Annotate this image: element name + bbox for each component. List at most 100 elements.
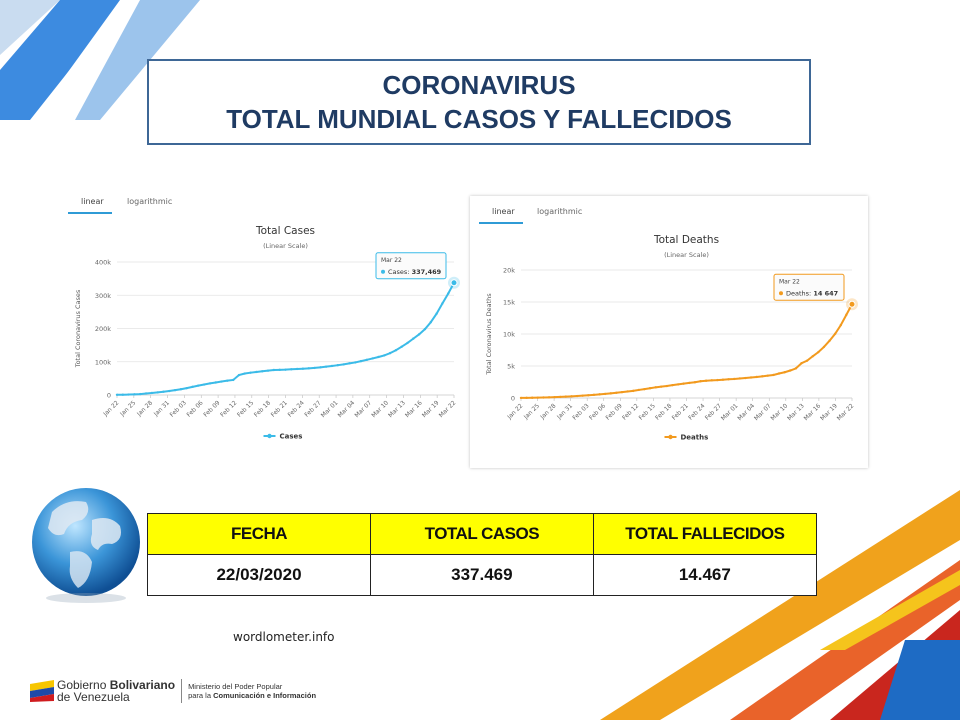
deco-stripe-bottom-right-4 <box>880 640 960 720</box>
x-tick-label: Feb 18 <box>654 402 673 421</box>
tooltip-marker <box>779 291 783 296</box>
x-tick-label: Feb 24 <box>687 402 706 421</box>
x-tick-label: Feb 03 <box>169 399 188 418</box>
x-tick-label: Mar 22 <box>438 399 458 419</box>
data-point <box>637 388 641 392</box>
data-point <box>377 355 380 359</box>
header-fecha: FECHA <box>146 513 372 555</box>
x-tick-label: Mar 07 <box>353 399 373 419</box>
legend-marker <box>267 433 272 439</box>
cases-chart: Total Cases (Linear Scale) 0 100k 200k 300k 40… <box>74 225 460 441</box>
x-tick-label: Jan 31 <box>152 399 171 418</box>
gov-name-plain: Gobierno <box>57 678 110 692</box>
data-point <box>417 333 421 336</box>
data-point <box>839 323 842 327</box>
deco-stripe-bottom-right-5 <box>820 570 960 650</box>
data-point <box>783 371 786 374</box>
x-tick-label: Jan 28 <box>135 399 154 418</box>
data-point <box>654 386 657 389</box>
data-point <box>531 396 534 399</box>
data-point <box>660 385 663 388</box>
legend-label: Deaths <box>681 434 709 442</box>
data-point <box>348 362 351 365</box>
data-point <box>272 368 276 372</box>
data-point <box>553 395 556 399</box>
globe-icon <box>32 488 140 603</box>
tab-logarithmic[interactable]: logarithmic <box>537 207 583 216</box>
ministry-line2-bold: Comunicación e Información <box>213 691 317 700</box>
data-point <box>704 379 708 382</box>
data-point <box>676 383 680 386</box>
data-point <box>727 378 730 381</box>
tooltip-label: Cases: <box>388 268 412 276</box>
data-point <box>133 393 136 396</box>
ministry-line2-plain: para la <box>188 691 214 700</box>
x-tick-label: Feb 21 <box>270 399 289 418</box>
data-point <box>693 381 697 384</box>
chart-subtitle: (Linear Scale) <box>263 242 308 250</box>
tab-linear[interactable]: linear <box>492 207 515 216</box>
series-line <box>520 303 853 399</box>
cases-chart-panel: linear logarithmic Total Cases (Linear Sc… <box>62 186 468 458</box>
data-point <box>761 375 764 378</box>
cell-total-fallecidos: 14.467 <box>592 554 818 596</box>
data-point <box>603 392 607 396</box>
x-tick-label: Jan 22 <box>101 399 120 418</box>
data-point <box>168 389 171 393</box>
data-point <box>115 393 119 397</box>
data-point <box>249 371 252 374</box>
chart-title: Total Cases <box>255 225 315 237</box>
gov-name-line2: de Venezuela <box>57 690 130 704</box>
x-tick-label: Mar 16 <box>803 402 823 422</box>
data-point <box>214 381 217 384</box>
data-point <box>412 337 415 340</box>
x-tick-label: Mar 01 <box>320 399 340 419</box>
tab-logarithmic[interactable]: logarithmic <box>127 197 173 206</box>
cell-fecha: 22/03/2020 <box>146 554 372 596</box>
data-point <box>173 388 177 392</box>
deco-stripe-top-left-3 <box>75 0 200 120</box>
data-point <box>220 380 223 383</box>
data-point <box>570 395 573 398</box>
deco-stripe-top-left-2 <box>0 0 125 120</box>
ministry-line1: Ministerio del Poder Popular <box>188 682 283 691</box>
slide-title-line1: CORONAVIRUS <box>382 70 576 100</box>
x-tick-label: Mar 04 <box>736 402 756 422</box>
data-point <box>755 375 758 379</box>
y-tick-label: 0 <box>511 395 515 403</box>
data-point <box>811 355 814 358</box>
data-point <box>688 381 691 385</box>
y-tick-label: 20k <box>503 267 515 275</box>
x-tick-label: Mar 19 <box>819 402 839 422</box>
data-point <box>665 384 669 388</box>
x-tick-label: Feb 27 <box>303 399 322 418</box>
tooltip-date: Mar 22 <box>381 257 402 264</box>
y-tick-label: 100k <box>95 358 111 366</box>
data-point <box>336 363 339 367</box>
tab-linear[interactable]: linear <box>81 197 104 206</box>
data-point <box>749 376 753 379</box>
tooltip-text: Cases: 337,469 <box>388 268 442 276</box>
data-point <box>732 377 736 381</box>
x-tick-label: Jan 28 <box>539 402 558 421</box>
data-point <box>833 332 837 336</box>
data-point <box>744 376 747 380</box>
x-tick-label: Feb 06 <box>185 399 204 418</box>
chart-subtitle: (Linear Scale) <box>664 251 709 259</box>
data-point <box>319 366 322 369</box>
data-point <box>226 379 229 382</box>
data-point <box>682 382 685 385</box>
data-point <box>547 396 551 399</box>
data-point <box>587 394 590 397</box>
deco-stripe-top-left-4 <box>55 0 140 90</box>
x-tick-label: Mar 19 <box>421 399 441 419</box>
x-tick-label: Mar 01 <box>720 402 740 422</box>
tooltip-box <box>375 252 447 280</box>
x-tick-label: Feb 09 <box>605 402 624 421</box>
data-point <box>828 339 831 342</box>
gov-name-bold: Bolivariano <box>109 678 176 692</box>
data-point <box>643 387 646 391</box>
source-text: wordlometer.info <box>233 630 335 644</box>
data-point <box>817 350 820 354</box>
